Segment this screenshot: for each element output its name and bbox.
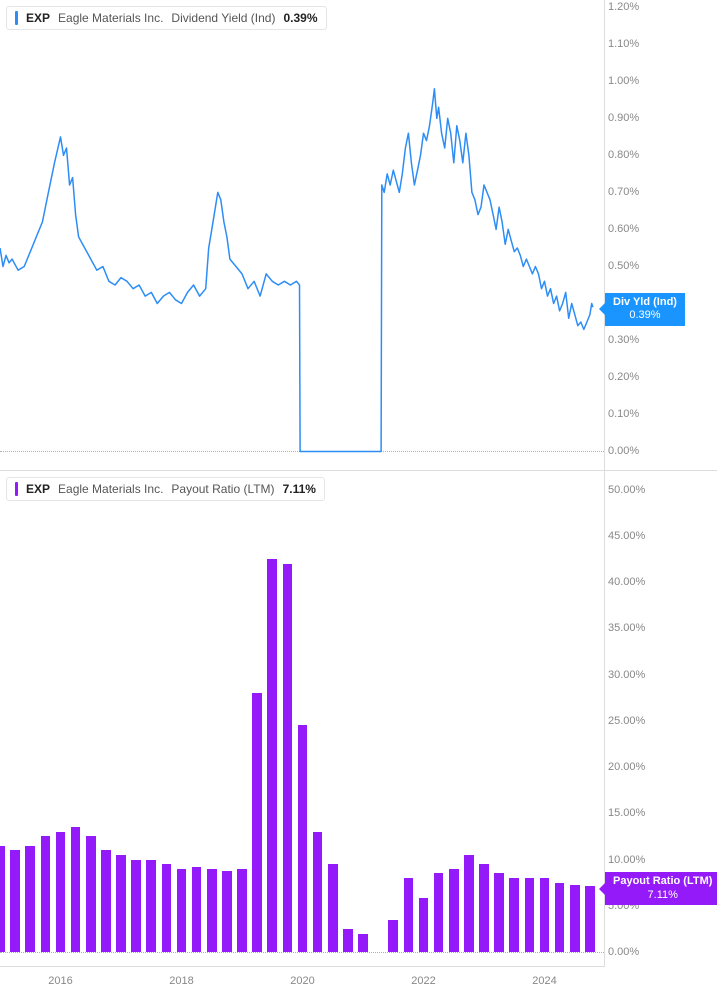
y-tick-label: 0.80% <box>604 149 639 161</box>
legend-ticker: EXP <box>26 482 50 496</box>
x-tick-label: 2022 <box>411 975 435 987</box>
y-axis-ticks: 0.00%0.10%0.20%0.30%0.40%0.50%0.60%0.70%… <box>0 0 604 470</box>
legend-metric: Dividend Yield (Ind) <box>171 11 275 25</box>
y-tick-label: 0.60% <box>604 223 639 235</box>
y-tick-label: 0.00% <box>604 946 639 958</box>
payout-ratio-plot-area[interactable]: EXP Eagle Materials Inc. Payout Ratio (L… <box>0 471 605 966</box>
x-tick-label: 2016 <box>48 975 72 987</box>
y-tick-label: 0.10% <box>604 408 639 420</box>
y-tick-label: 10.00% <box>604 854 645 866</box>
dividend-yield-legend: EXP Eagle Materials Inc. Dividend Yield … <box>6 6 327 30</box>
legend-ticker: EXP <box>26 11 50 25</box>
x-tick-label: 2020 <box>290 975 314 987</box>
legend-swatch <box>15 482 18 496</box>
y-tick-label: 25.00% <box>604 715 645 727</box>
flag-title: Payout Ratio (LTM) <box>613 875 712 888</box>
flag-value: 0.39% <box>613 309 677 322</box>
dividend-yield-plot-area[interactable]: EXP Eagle Materials Inc. Dividend Yield … <box>0 0 605 470</box>
y-tick-label: 1.20% <box>604 1 639 13</box>
y-tick-label: 0.00% <box>604 445 639 457</box>
y-tick-label: 1.10% <box>604 38 639 50</box>
current-value-flag: Div Yld (Ind) 0.39% <box>605 293 685 325</box>
x-axis: 2016 2018 2020 2022 2024 <box>0 966 605 997</box>
legend-value: 0.39% <box>283 11 317 25</box>
y-tick-label: 20.00% <box>604 761 645 773</box>
legend-swatch <box>15 11 18 25</box>
y-tick-label: 0.50% <box>604 260 639 272</box>
y-tick-label: 35.00% <box>604 622 645 634</box>
y-tick-label: 1.00% <box>604 75 639 87</box>
y-tick-label: 30.00% <box>604 669 645 681</box>
dividend-yield-panel: EXP Eagle Materials Inc. Dividend Yield … <box>0 0 717 470</box>
flag-value: 7.11% <box>613 889 712 902</box>
x-tick-label: 2024 <box>532 975 556 987</box>
y-tick-label: 0.90% <box>604 112 639 124</box>
legend-company: Eagle Materials Inc. <box>58 11 163 25</box>
y-tick-label: 0.20% <box>604 371 639 383</box>
y-tick-label: 50.00% <box>604 484 645 496</box>
y-tick-label: 0.70% <box>604 186 639 198</box>
legend-company: Eagle Materials Inc. <box>58 482 163 496</box>
y-tick-label: 40.00% <box>604 576 645 588</box>
x-tick-label: 2018 <box>169 975 193 987</box>
y-axis-ticks: 0.00%5.00%10.00%15.00%20.00%25.00%30.00%… <box>0 471 604 966</box>
y-tick-label: 15.00% <box>604 807 645 819</box>
current-value-flag: Payout Ratio (LTM) 7.11% <box>605 872 717 904</box>
flag-title: Div Yld (Ind) <box>613 296 677 309</box>
y-tick-label: 0.30% <box>604 334 639 346</box>
y-tick-label: 45.00% <box>604 530 645 542</box>
payout-ratio-legend: EXP Eagle Materials Inc. Payout Ratio (L… <box>6 477 325 501</box>
legend-value: 7.11% <box>283 482 316 496</box>
legend-metric: Payout Ratio (LTM) <box>171 482 274 496</box>
payout-ratio-panel: EXP Eagle Materials Inc. Payout Ratio (L… <box>0 471 717 966</box>
